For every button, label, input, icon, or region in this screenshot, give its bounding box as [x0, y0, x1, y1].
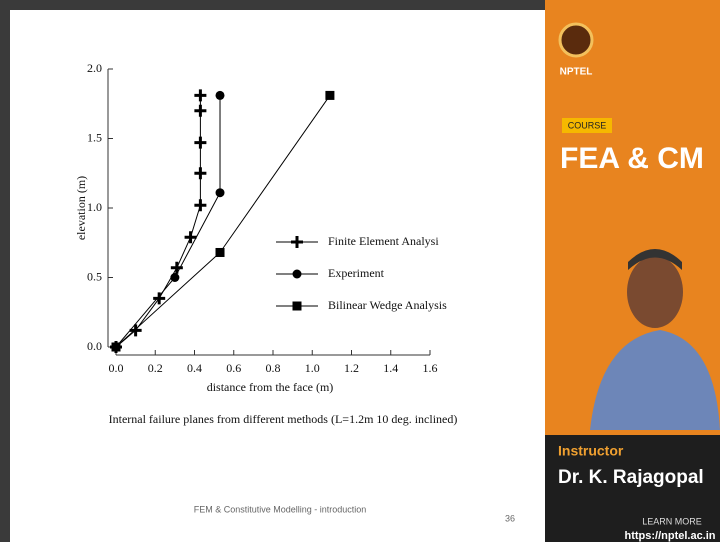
y-tick-label: 1.0	[87, 200, 102, 214]
x-tick-label: 0.8	[266, 361, 281, 375]
x-tick-label: 0.2	[148, 361, 163, 375]
y-tick-label: 0.0	[87, 339, 102, 353]
legend-marker	[293, 270, 302, 279]
marker	[170, 273, 179, 282]
marker	[216, 248, 225, 257]
y-tick-label: 0.5	[87, 269, 102, 283]
y-tick-label: 2.0	[87, 61, 102, 75]
logo-text: NPTEL	[560, 67, 593, 78]
badge-text: COURSE	[568, 120, 607, 130]
course-title: FEA & CM	[560, 142, 704, 175]
y-tick-label: 1.5	[87, 130, 102, 144]
x-tick-label: 1.4	[383, 361, 398, 375]
x-tick-label: 0.0	[109, 361, 124, 375]
legend-marker	[293, 302, 302, 311]
x-tick-label: 1.6	[423, 361, 438, 375]
legend-label: Experiment	[328, 266, 385, 280]
x-tick-label: 0.4	[187, 361, 202, 375]
url[interactable]: https://nptel.ac.in	[624, 530, 715, 542]
screen: NPTEL COURSE FEA & CM Instructor Dr. K. …	[0, 0, 720, 542]
slide-footer: FEM & Constitutive Modelling - introduct…	[194, 504, 367, 514]
x-axis-label: distance from the face (m)	[207, 380, 334, 394]
logo-icon	[560, 24, 592, 56]
x-tick-label: 1.2	[344, 361, 359, 375]
caption: Internal failure planes from different m…	[109, 412, 458, 426]
cta[interactable]: LEARN MORE	[642, 516, 702, 526]
marker	[112, 343, 121, 352]
x-tick-label: 1.0	[305, 361, 320, 375]
legend-label: Bilinear Wedge Analysis	[328, 298, 447, 312]
role: Instructor	[558, 443, 624, 459]
page-number: 36	[505, 513, 515, 523]
marker	[216, 188, 225, 197]
x-tick-label: 0.6	[226, 361, 241, 375]
marker	[216, 91, 225, 100]
y-axis-label: elevation (m)	[74, 176, 88, 240]
marker	[325, 91, 334, 100]
instructor-name: Dr. K. Rajagopal	[558, 467, 704, 488]
legend-label: Finite Element Analysi	[328, 234, 439, 248]
